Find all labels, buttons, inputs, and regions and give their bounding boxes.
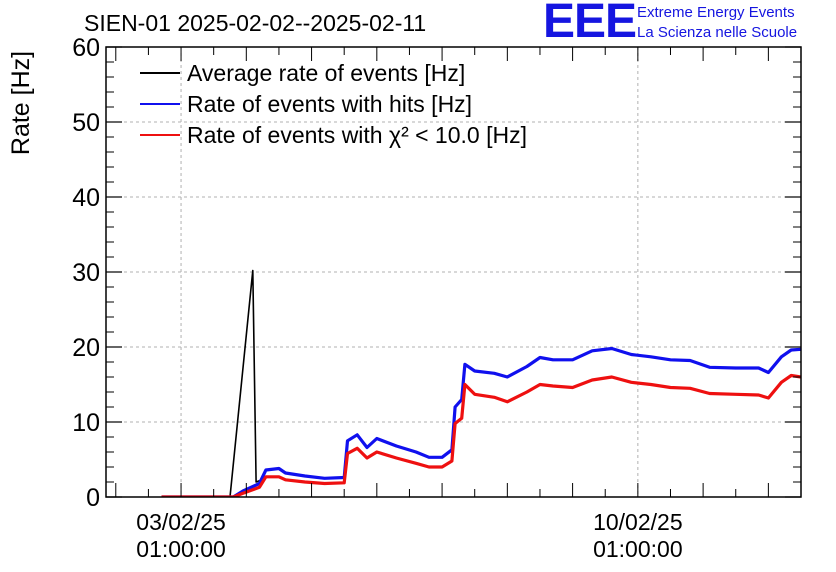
legend-label: Rate of events with hits [Hz] <box>187 91 472 117</box>
x-tick-label-time: 01:00:00 <box>593 536 683 562</box>
y-axis-label: Rate [Hz] <box>7 51 35 155</box>
logo-caption-line2: La Scienza nelle Scuole <box>637 24 798 41</box>
logo-caption: Extreme Energy Events La Scienza nelle S… <box>637 3 797 43</box>
legend: Average rate of events [Hz] Rate of event… <box>140 60 527 148</box>
y-tick-label: 0 <box>86 484 100 512</box>
grid-lines <box>106 47 801 497</box>
eee-logo: EEE <box>543 0 637 48</box>
logo-caption-line1: Extreme Energy Events <box>637 4 795 21</box>
legend-label: Average rate of events [Hz] <box>187 60 465 86</box>
x-tick-label-date: 10/02/25 <box>593 509 683 535</box>
y-tick-label: 40 <box>72 184 100 212</box>
x-tick-label-time: 01:00:00 <box>136 536 226 562</box>
x-tick-label-date: 03/02/25 <box>136 509 226 535</box>
y-tick-label: 30 <box>72 259 100 287</box>
series-line-3 <box>161 373 801 497</box>
series-line-2 <box>161 346 801 497</box>
y-tick-label: 60 <box>72 34 100 62</box>
series-group <box>161 269 801 497</box>
y-tick-labels: 0 10 20 30 40 50 60 <box>72 34 100 512</box>
y-tick-label: 10 <box>72 409 100 437</box>
chart-title: SIEN-01 2025-02-02--2025-02-11 <box>84 10 427 36</box>
legend-label: Rate of events with χ² < 10.0 [Hz] <box>187 122 527 148</box>
series-line-1 <box>161 269 267 497</box>
y-tick-label: 20 <box>72 334 100 362</box>
axis-ticks <box>106 46 802 498</box>
y-tick-label: 50 <box>72 109 100 137</box>
